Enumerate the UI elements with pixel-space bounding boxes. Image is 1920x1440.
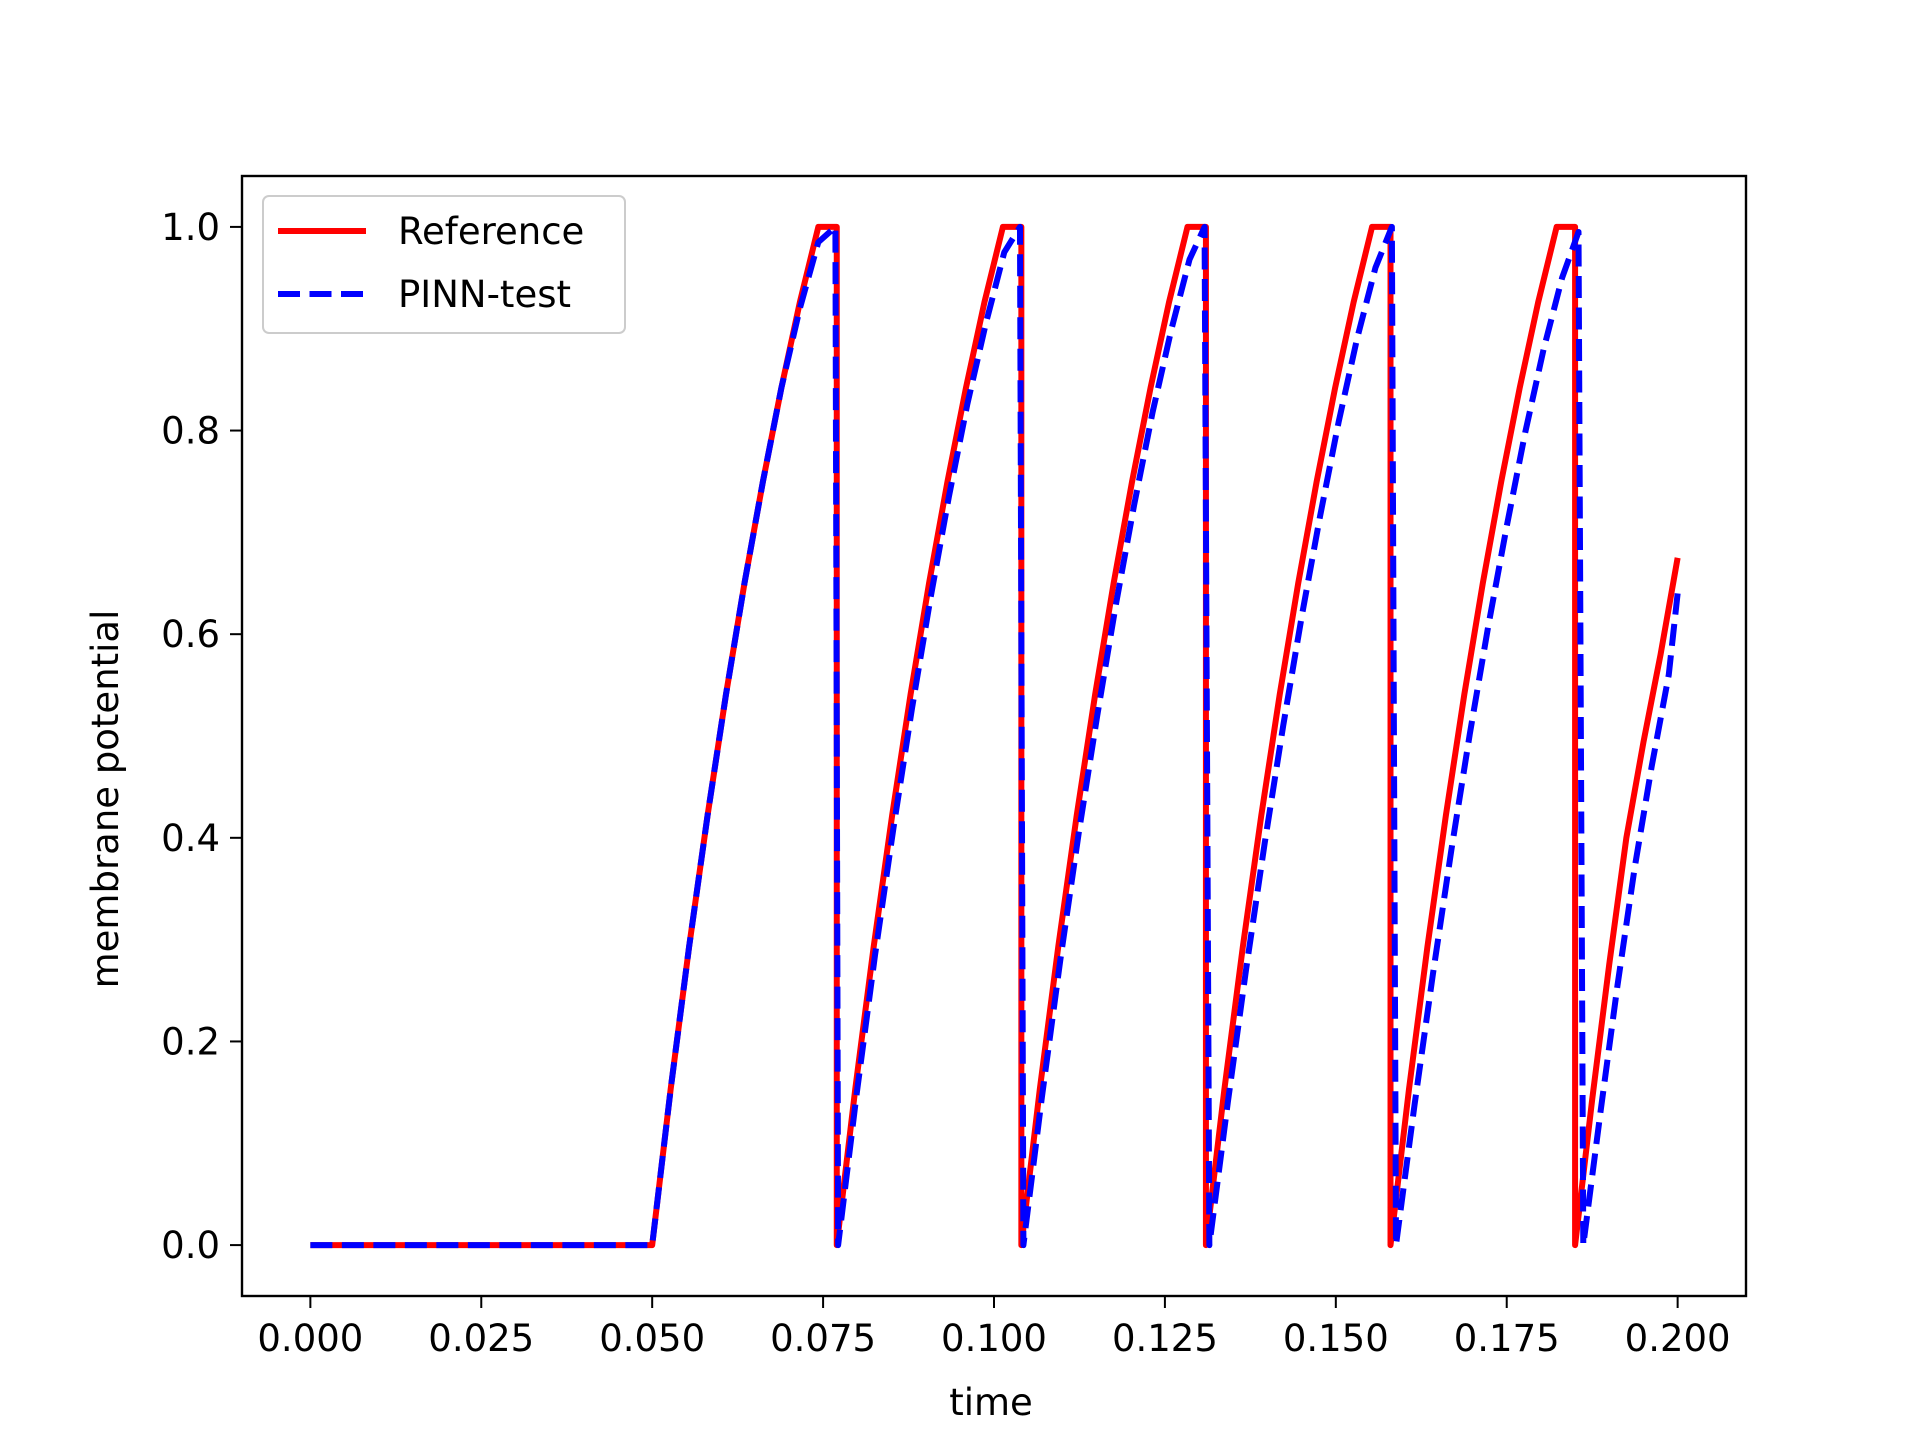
x-axis-label: time xyxy=(949,1381,1033,1424)
x-tick-label: 0.025 xyxy=(428,1317,534,1360)
y-tick-label: 0.4 xyxy=(161,817,220,860)
y-tick-label: 0.0 xyxy=(161,1224,220,1267)
y-tick-label: 0.6 xyxy=(161,613,220,656)
x-tick-label: 0.200 xyxy=(1625,1317,1731,1360)
y-tick-label: 1.0 xyxy=(161,206,220,249)
legend-label-pinn-test: PINN-test xyxy=(398,273,571,316)
y-axis-ticks: 0.0 0.2 0.4 0.6 0.8 1.0 xyxy=(161,206,242,1267)
x-tick-label: 0.000 xyxy=(257,1317,363,1360)
x-tick-label: 0.150 xyxy=(1283,1317,1389,1360)
x-tick-label: 0.075 xyxy=(770,1317,876,1360)
legend: Reference PINN-test xyxy=(262,195,626,334)
legend-label-reference: Reference xyxy=(398,210,584,253)
y-tick-label: 0.2 xyxy=(161,1020,220,1063)
y-axis-label: membrane potential xyxy=(84,610,127,989)
y-tick-label: 0.8 xyxy=(161,410,220,453)
x-axis-ticks: 0.000 0.025 0.050 0.075 0.100 0.125 0.150 0.175… xyxy=(257,1296,1731,1360)
x-tick-label: 0.100 xyxy=(941,1317,1047,1360)
x-tick-label: 0.125 xyxy=(1112,1317,1218,1360)
series-line-reference xyxy=(310,223,1681,1249)
x-tick-label: 0.175 xyxy=(1454,1317,1560,1360)
x-tick-label: 0.050 xyxy=(599,1317,705,1360)
series-layer xyxy=(310,223,1681,1249)
series-line-pinn-test xyxy=(310,223,1681,1249)
plot-frame xyxy=(240,174,1748,1298)
